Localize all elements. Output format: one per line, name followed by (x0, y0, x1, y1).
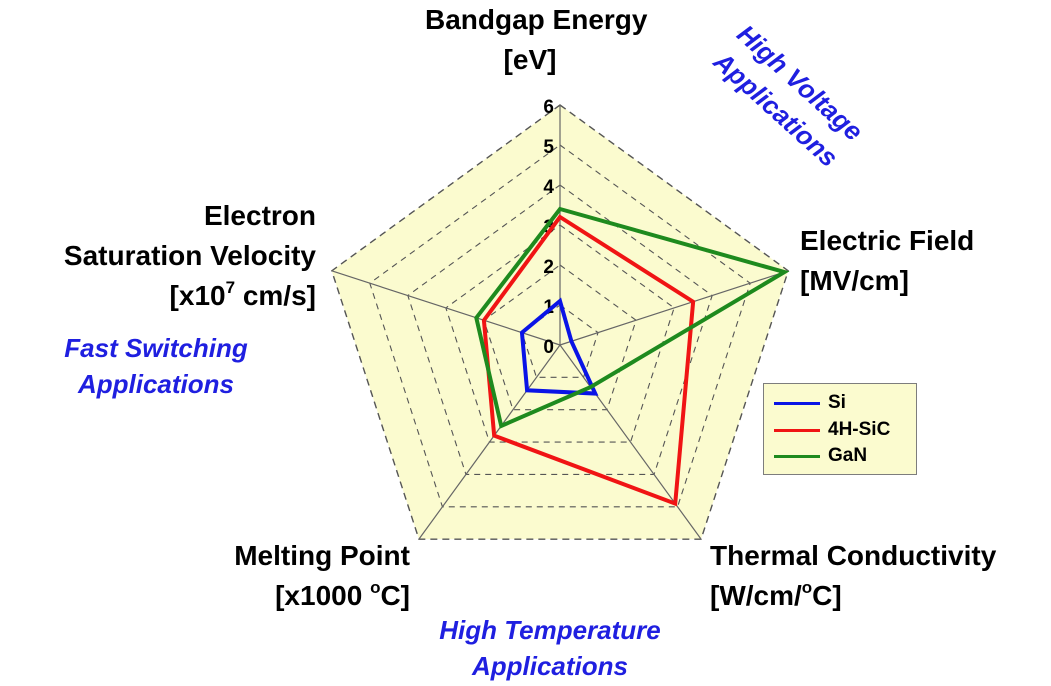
data-point-2-0 (559, 208, 561, 210)
axis-name-melting-point: Melting Point (234, 540, 410, 571)
data-point-1-4 (483, 319, 485, 321)
data-point-0-3 (526, 389, 528, 391)
chart-legend: Si 4H-SiC GaN (763, 383, 917, 475)
axis-unit-melting-point: [x1000 oC] (196, 576, 410, 616)
spoke-3 (418, 344, 561, 540)
annotation-high-temperature-line-1: High Temperature (439, 615, 661, 645)
spoke-1 (559, 270, 789, 346)
data-point-0-1 (570, 340, 572, 342)
annotation-fast-switching: Fast Switching Applications (36, 330, 276, 402)
data-point-2-2 (590, 386, 592, 388)
thermal-unit-part-b: C] (812, 580, 842, 611)
melting-unit-part-b: C] (380, 580, 410, 611)
grid-ring-2 (483, 264, 637, 411)
tick-label-1: 1 (543, 297, 554, 318)
annotation-fast-switching-line-1: Fast Switching (64, 333, 248, 363)
data-point-1-3 (493, 435, 495, 437)
series-line-0 (519, 297, 599, 396)
axis-title-electric-field: Electric Field [MV/cm] (800, 221, 974, 301)
axis-name-electron-velocity-1: Electron (203, 200, 316, 231)
data-point-2-1 (783, 271, 785, 273)
grid-ring-4 (407, 184, 713, 475)
axis-name-electron-velocity-2: Saturation Velocity (63, 240, 316, 271)
legend-label-4h-sic: 4H-SiC (828, 419, 891, 440)
series-line-2 (474, 206, 790, 429)
legend-label-gan: GaN (828, 445, 868, 466)
tick-label-5: 5 (543, 137, 554, 158)
axis-unit-electron-velocity: [x107 cm/s] (8, 276, 316, 316)
annotation-high-temperature: High Temperature Applications (400, 612, 700, 684)
axis-name-electric-field: Electric Field (800, 225, 975, 256)
velocity-unit-part-b: cm/s] (235, 280, 316, 311)
data-point-1-1 (692, 301, 694, 303)
axis-title-thermal-conductivity: Thermal Conductivity [W/cm/oC] (710, 536, 996, 616)
data-point-0-4 (521, 332, 523, 334)
velocity-unit-part-a: [x10 (169, 280, 226, 311)
annotation-high-temperature-line-2: Applications (471, 651, 628, 681)
series-si (519, 297, 599, 396)
melting-unit-superscript: o (370, 577, 381, 597)
axis-unit-bandgap: [eV] (503, 44, 557, 75)
axis-title-electron-velocity: Electron Saturation Velocity [x107 cm/s] (8, 196, 316, 316)
data-point-2-3 (500, 425, 502, 427)
axis-unit-electric-field: [MV/cm] (800, 265, 909, 296)
tick-label-2: 2 (543, 257, 554, 278)
legend-swatch-gan (774, 455, 820, 458)
thermal-unit-superscript: o (801, 577, 813, 597)
data-point-1-2 (674, 503, 676, 505)
series-polygons (474, 206, 790, 507)
tick-label-0: 0 (543, 337, 554, 358)
axis-title-melting-point: Melting Point [x1000 oC] (196, 536, 410, 616)
series-gan (474, 206, 790, 429)
grid-ring-3 (445, 224, 675, 443)
radar-grid (330, 104, 790, 540)
series-4h-sic (481, 214, 696, 507)
tick-label-4: 4 (543, 177, 554, 198)
axis-name-bandgap: Bandgap Energy (425, 4, 648, 35)
legend-swatch-si (774, 402, 820, 405)
axis-title-bandgap: Bandgap Energy [eV] (425, 0, 648, 80)
tick-label-3: 3 (543, 217, 554, 238)
legend-swatch-4h-sic (774, 429, 820, 432)
grid-ring-5 (369, 144, 751, 508)
axis-unit-thermal-conductivity: [W/cm/oC] (710, 576, 996, 616)
thermal-unit-part-a: [W/cm/ (710, 580, 802, 611)
axis-name-thermal-conductivity: Thermal Conductivity (710, 540, 997, 571)
legend-label-si: Si (828, 392, 846, 413)
melting-unit-part-a: [x1000 (275, 580, 371, 611)
annotation-fast-switching-line-2: Applications (77, 369, 234, 399)
velocity-unit-superscript: 7 (225, 277, 236, 297)
radial-tick-labels: 0 1 2 3 4 5 6 (543, 97, 554, 358)
data-point-1-0 (559, 216, 561, 218)
data-point-0-2 (594, 393, 596, 395)
series-line-1 (481, 214, 696, 507)
data-point-2-4 (475, 317, 477, 319)
spoke-2 (559, 344, 702, 540)
tick-label-6: 6 (543, 97, 554, 118)
data-point-0-0 (559, 300, 561, 302)
